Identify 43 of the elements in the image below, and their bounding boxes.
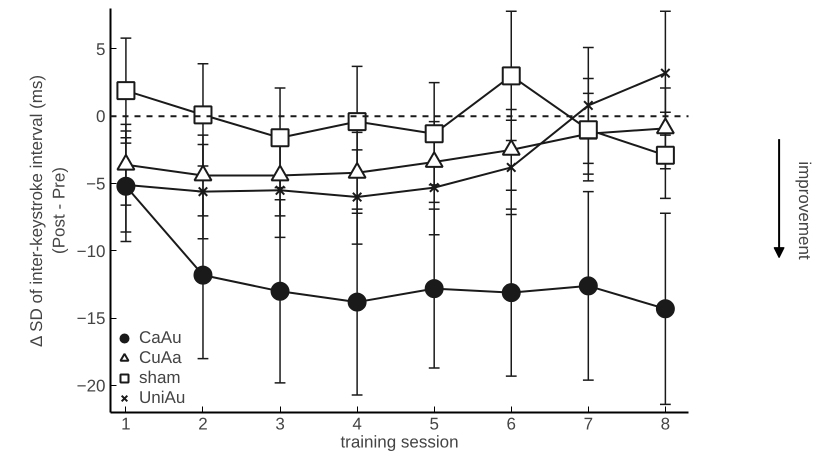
point [578, 276, 598, 296]
point [198, 186, 208, 197]
point [578, 120, 598, 140]
point [424, 124, 444, 144]
y-tick-label: 0 [96, 107, 106, 126]
point [583, 100, 594, 111]
x-tick-label: 5 [429, 414, 439, 434]
x-tick-label: 2 [198, 414, 208, 434]
point [116, 81, 136, 100]
point [428, 182, 440, 193]
point [274, 185, 286, 196]
y-tick-label: −20 [76, 376, 106, 396]
x-axis-title: training session [340, 432, 459, 452]
legend-label: CuAa [139, 348, 182, 368]
point [660, 68, 671, 78]
point [193, 266, 212, 285]
point [193, 105, 212, 124]
x-tick-label: 3 [275, 414, 285, 434]
y-axis-title: Δ SD of inter-keystroke interval (ms) (Post - Pre) [26, 74, 69, 348]
x-tick-label: 8 [660, 414, 670, 434]
y-tick-label: 5 [96, 40, 106, 59]
legend-label: CaAu [139, 328, 182, 348]
point [656, 146, 675, 165]
point [270, 128, 290, 148]
legend-label: sham [139, 368, 181, 388]
point [348, 112, 367, 132]
point [656, 299, 675, 318]
point [424, 279, 444, 298]
point [506, 162, 516, 173]
point [502, 66, 521, 86]
point [348, 292, 367, 312]
point [270, 282, 290, 301]
legend-label: UniAu [139, 388, 186, 408]
point [502, 283, 521, 302]
x-tick-label: 4 [352, 414, 362, 434]
x-tick-label: 7 [584, 414, 594, 434]
x-tick-label: 6 [506, 414, 516, 434]
x-tick-label: 1 [121, 414, 131, 434]
text: improvement [795, 161, 814, 260]
y-tick-label: −10 [76, 242, 106, 261]
y-tick-label: −15 [76, 309, 106, 328]
y-tick-label: −5 [86, 174, 106, 194]
point [352, 192, 362, 202]
